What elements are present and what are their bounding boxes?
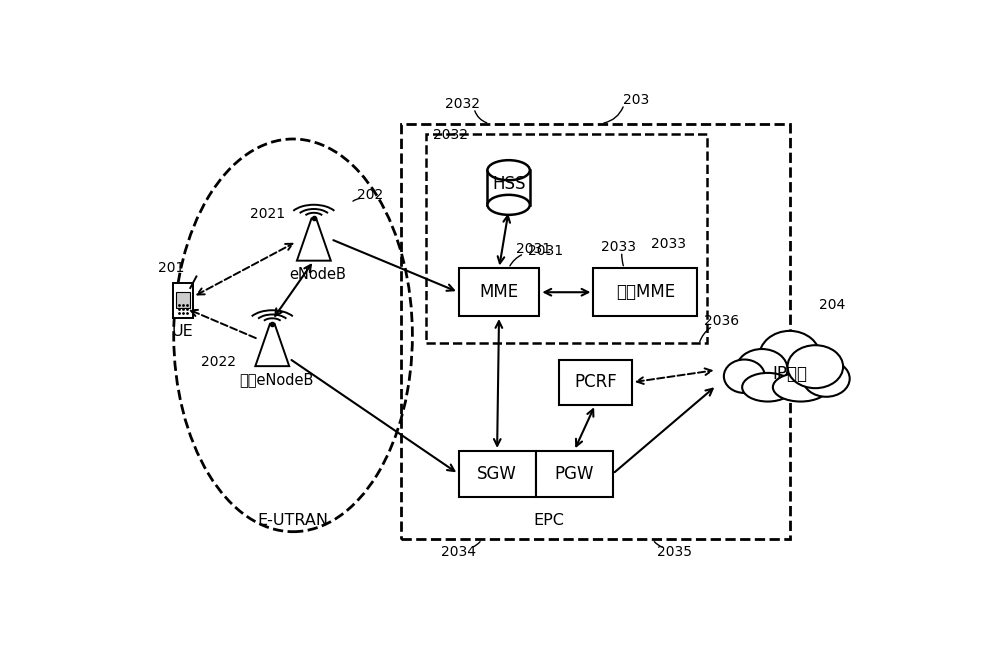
Ellipse shape [803,361,850,397]
Text: 2022: 2022 [201,355,236,370]
Bar [536,451,613,497]
Text: MME: MME [479,283,519,301]
Ellipse shape [736,349,788,389]
Text: 2032: 2032 [445,97,480,112]
Ellipse shape [773,373,828,402]
Text: EPC: EPC [533,513,564,528]
Bar [401,124,790,539]
Bar [176,292,190,308]
Ellipse shape [742,373,793,402]
Text: PGW: PGW [554,465,594,483]
Text: eNodeB: eNodeB [289,267,346,282]
Text: 203: 203 [623,94,649,108]
Bar [593,268,697,316]
Text: PCRF: PCRF [574,373,617,392]
Text: 其它eNodeB: 其它eNodeB [239,373,313,388]
Ellipse shape [759,331,820,383]
Bar [459,451,536,497]
Text: HSS: HSS [492,175,525,194]
Text: 2034: 2034 [441,546,476,559]
Text: 2036: 2036 [704,315,740,328]
Bar [426,134,707,343]
Text: 2031: 2031 [516,242,552,256]
Text: 201: 201 [158,261,185,275]
Ellipse shape [788,345,843,388]
Text: IP业务: IP业务 [772,365,807,383]
Text: 2031: 2031 [528,244,563,259]
Bar [559,360,632,404]
Text: 2021: 2021 [250,208,285,221]
Text: 202: 202 [357,188,383,203]
Text: 2033: 2033 [601,240,636,253]
Bar [487,170,530,205]
Ellipse shape [724,359,765,393]
Text: 2032: 2032 [433,128,468,142]
Text: 2035: 2035 [657,546,692,559]
Polygon shape [255,324,289,366]
Text: 2033: 2033 [651,237,686,251]
Polygon shape [297,218,331,261]
Text: SGW: SGW [477,465,517,483]
Text: E-UTRAN: E-UTRAN [258,513,329,528]
Text: UE: UE [172,324,194,339]
Ellipse shape [487,160,530,180]
Text: 其它MME: 其它MME [616,283,675,301]
Bar [459,268,539,316]
Bar [173,283,193,318]
Text: 204: 204 [819,297,845,312]
Ellipse shape [487,195,530,215]
